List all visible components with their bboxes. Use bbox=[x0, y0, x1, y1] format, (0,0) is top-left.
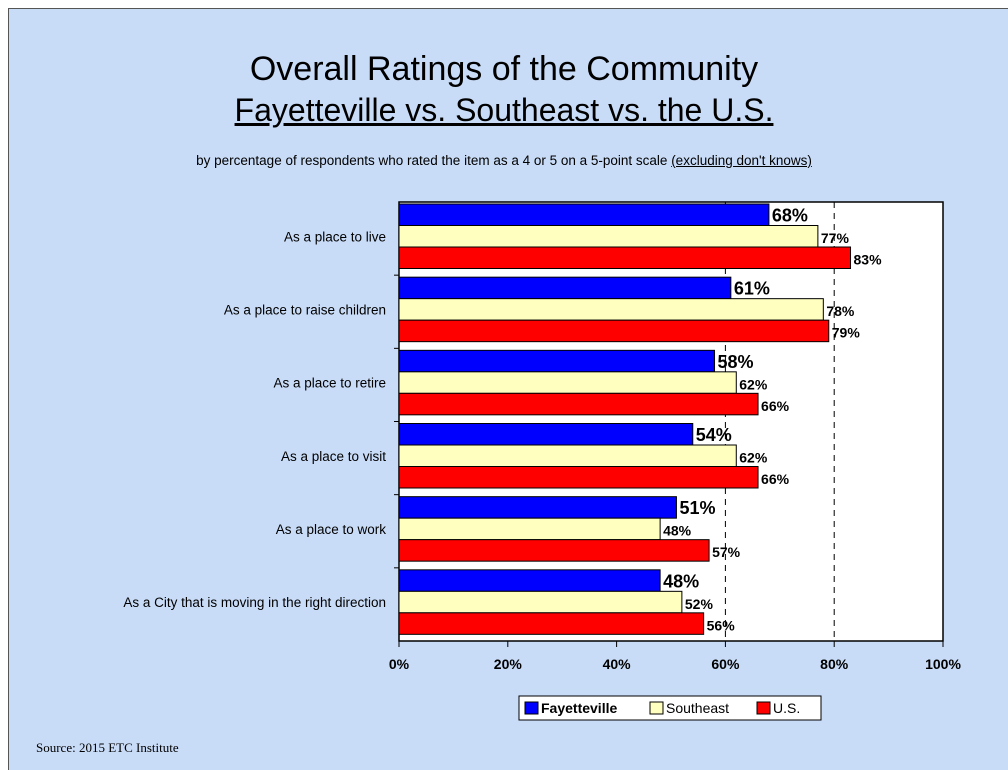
data-label: 79% bbox=[832, 325, 861, 341]
bar-us bbox=[398, 319, 830, 343]
legend-label: U.S. bbox=[773, 700, 800, 716]
bar-fayetteville bbox=[398, 496, 677, 519]
chart-title: Overall Ratings of the Community bbox=[249, 50, 759, 88]
x-tick-label: 0% bbox=[389, 656, 410, 672]
data-label: 48% bbox=[663, 523, 692, 539]
category-label: As a place to work bbox=[276, 522, 387, 537]
data-label: 62% bbox=[739, 450, 768, 466]
bar-fayetteville bbox=[398, 276, 732, 300]
bar-fayetteville bbox=[398, 569, 661, 592]
data-label: 68% bbox=[772, 206, 808, 226]
data-label: 48% bbox=[663, 571, 699, 591]
x-tick-label: 20% bbox=[494, 656, 523, 672]
legend-label: Southeast bbox=[666, 700, 729, 716]
bar-fayetteville bbox=[398, 423, 694, 446]
bar-us bbox=[398, 466, 759, 489]
description-note: (excluding don't knows) bbox=[671, 153, 812, 168]
category-label: As a place to live bbox=[284, 229, 386, 244]
data-label: 52% bbox=[685, 596, 714, 612]
legend-box bbox=[518, 695, 822, 721]
data-label: 61% bbox=[734, 279, 770, 299]
category-label: As a City that is moving in the right di… bbox=[123, 595, 386, 610]
bar-southeast bbox=[398, 444, 737, 467]
bar-fayetteville bbox=[398, 349, 716, 373]
legend-swatch bbox=[649, 701, 664, 715]
x-tick-label: 80% bbox=[820, 656, 849, 672]
x-tick-label: 100% bbox=[925, 656, 961, 672]
bar-southeast bbox=[398, 298, 824, 321]
data-label: 57% bbox=[712, 544, 741, 560]
chart-subtitle-heading: Fayetteville vs. Southeast vs. the U.S. bbox=[234, 92, 774, 128]
data-label: 54% bbox=[696, 425, 732, 445]
category-label: As a place to raise children bbox=[224, 302, 386, 317]
bar-us bbox=[398, 392, 759, 416]
source-note: Source: 2015 ETC Institute bbox=[36, 740, 179, 755]
bar-us bbox=[398, 539, 710, 562]
bar-southeast bbox=[398, 225, 819, 248]
legend-swatch bbox=[524, 701, 539, 715]
data-label: 66% bbox=[761, 398, 790, 414]
bar-us bbox=[398, 612, 705, 635]
data-label: 58% bbox=[718, 352, 754, 372]
data-label: 66% bbox=[761, 471, 790, 487]
data-label: 78% bbox=[826, 303, 855, 319]
bar-us bbox=[398, 246, 852, 269]
data-label: 56% bbox=[707, 617, 736, 633]
plot-area bbox=[398, 201, 944, 642]
x-tick-label: 40% bbox=[603, 656, 632, 672]
category-label: As a place to visit bbox=[281, 449, 386, 464]
bar-southeast bbox=[398, 371, 737, 394]
bar-southeast bbox=[398, 590, 683, 614]
data-label: 83% bbox=[854, 252, 883, 268]
bar-southeast bbox=[398, 517, 661, 541]
data-label: 51% bbox=[679, 498, 715, 518]
data-label: 77% bbox=[821, 230, 850, 246]
data-label: 62% bbox=[739, 376, 768, 392]
description-main: by percentage of respondents who rated t… bbox=[196, 153, 672, 168]
x-tick-label: 60% bbox=[711, 656, 740, 672]
legend-label: Fayetteville bbox=[541, 700, 617, 716]
category-label: As a place to retire bbox=[273, 376, 386, 391]
chart-description: by percentage of respondents who rated t… bbox=[0, 153, 1008, 168]
bar-fayetteville bbox=[398, 203, 770, 226]
legend-swatch bbox=[756, 701, 771, 715]
